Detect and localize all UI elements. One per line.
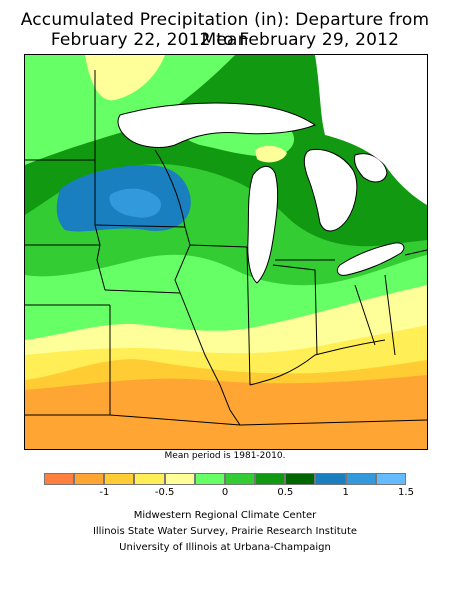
departure-band-one-quarter-inch xyxy=(109,188,161,218)
map-title-line-1: Accumulated Precipitation (in): Departur… xyxy=(20,10,430,50)
legend-tick-label: 0 xyxy=(221,487,229,498)
legend-color-bar xyxy=(44,473,406,485)
mn-wi-border xyxy=(154,149,186,228)
legend-swatch xyxy=(44,473,75,485)
lake-huron xyxy=(303,148,358,232)
color-legend: -1 -0.5 0 0.5 1 1.5 xyxy=(44,473,414,509)
pa-wv xyxy=(384,274,396,356)
pa-ny xyxy=(404,249,427,256)
departure-band-north-light xyxy=(25,55,235,165)
ia-ne xyxy=(96,259,106,291)
legend-tick-label: 1.5 xyxy=(398,487,414,498)
ohio-river xyxy=(249,339,386,386)
lake-superior xyxy=(117,102,317,148)
il-in-border xyxy=(246,246,251,386)
legend-swatch xyxy=(255,473,286,485)
ia-mo-border xyxy=(104,289,181,294)
precipitation-departure-map xyxy=(24,54,428,450)
mississippi-river xyxy=(184,304,241,426)
wi-il-border xyxy=(189,244,248,248)
legend-tick-label: -1 xyxy=(99,487,110,498)
lake-michigan xyxy=(247,166,279,284)
oh-wv xyxy=(354,284,376,346)
map-svg xyxy=(25,55,427,449)
legend-swatch xyxy=(164,473,195,485)
lake-erie xyxy=(336,242,405,276)
map-title-line-2: February 22, 2012 to February 29, 2012 xyxy=(50,30,400,50)
legend-swatch xyxy=(224,473,256,485)
departure-band-north-pale xyxy=(85,55,165,101)
in-oh-border xyxy=(272,264,318,356)
legend-tick-label: 1 xyxy=(342,487,349,498)
departure-band-up-pale xyxy=(255,145,287,163)
legend-tick-label: 0.5 xyxy=(277,487,294,498)
credit-line-1: Midwestern Regional Climate Center xyxy=(133,510,317,521)
legend-swatch xyxy=(194,473,225,485)
legend-swatch xyxy=(375,473,406,485)
state-boundaries xyxy=(25,70,427,426)
mean-period-note: Mean period is 1981-2010. xyxy=(164,451,286,461)
legend-swatch xyxy=(104,473,135,485)
mn-ia-border xyxy=(94,224,186,228)
legend-swatch xyxy=(74,473,105,485)
legend-tick-label: -0.5 xyxy=(154,487,175,498)
legend-swatch xyxy=(315,473,346,485)
tn-ky-border xyxy=(239,419,427,426)
canada-unshaded xyxy=(315,55,427,205)
legend-swatch xyxy=(285,473,316,485)
credit-line-3: University of Illinois at Urbana-Champai… xyxy=(119,542,331,553)
legend-swatch xyxy=(345,473,376,485)
legend-swatch xyxy=(134,473,165,485)
mo-ar-border xyxy=(109,414,241,426)
credit-line-2: Illinois State Water Survey, Prairie Res… xyxy=(92,526,358,537)
mn-sd-ia xyxy=(94,224,101,261)
